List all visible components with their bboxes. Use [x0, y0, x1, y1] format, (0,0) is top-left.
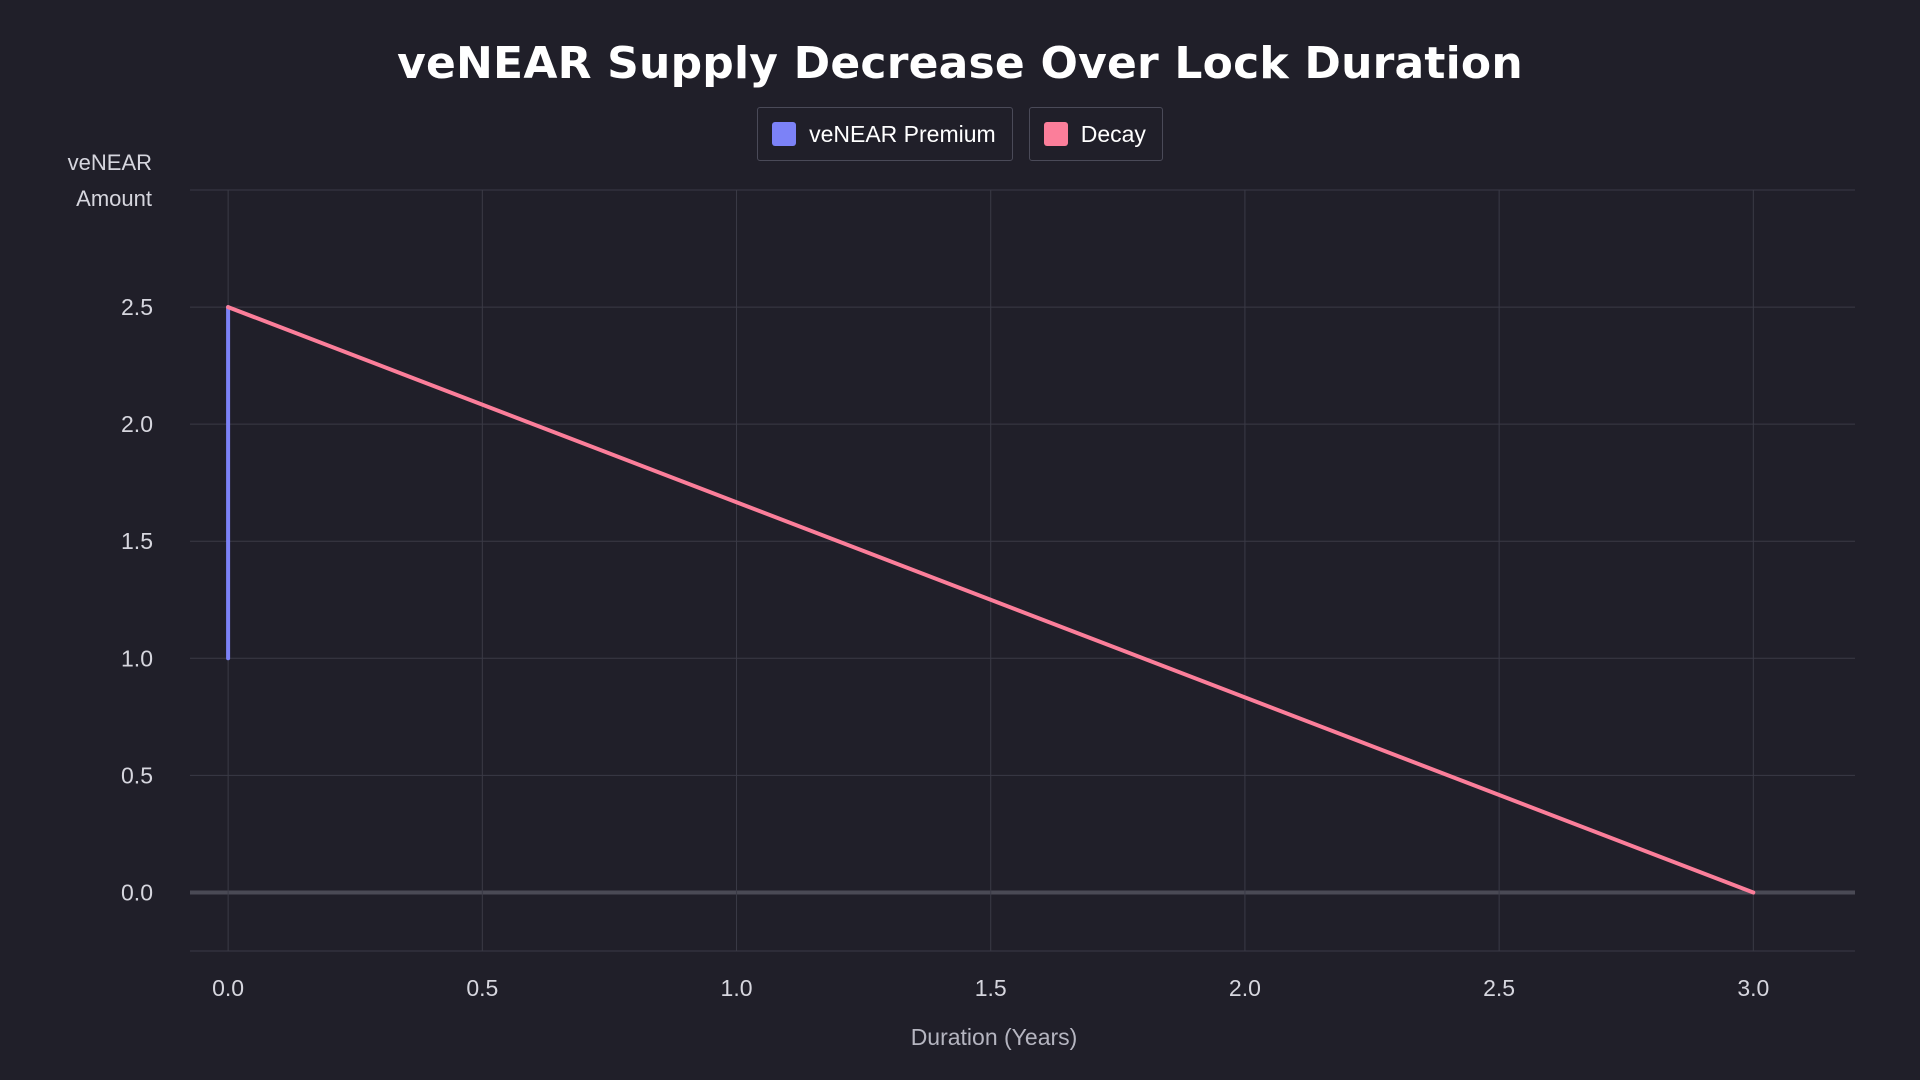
chart-title: veNEAR Supply Decrease Over Lock Duratio… — [397, 38, 1523, 89]
legend-label-decay: Decay — [1080, 120, 1146, 147]
y-axis-label: veNEAR Amount — [67, 150, 152, 211]
x-tick-label: 0.5 — [466, 975, 498, 1001]
legend-swatch-premium — [772, 122, 797, 146]
x-tick-label: 1.0 — [721, 975, 753, 1001]
y-tick-label: 0.0 — [121, 879, 153, 905]
legend-label-premium: veNEAR Premium — [809, 120, 996, 147]
legend: veNEAR Premium Decay — [0, 107, 1920, 161]
x-axis-label: Duration (Years) — [910, 1024, 1078, 1050]
legend-item-decay[interactable]: Decay — [1028, 107, 1163, 161]
y-tick-label: 1.0 — [121, 645, 153, 671]
legend-swatch-decay — [1043, 122, 1068, 146]
x-tick-label: 1.5 — [975, 975, 1007, 1001]
y-tick-label: 0.5 — [121, 762, 153, 788]
x-tick-label: 3.0 — [1737, 975, 1769, 1001]
x-tick-label: 0.0 — [212, 975, 244, 1001]
y-tick-label: 1.5 — [121, 528, 153, 554]
x-tick-label: 2.5 — [1483, 975, 1515, 1001]
legend-item-premium[interactable]: veNEAR Premium — [757, 107, 1013, 161]
x-tick-label: 2.0 — [1229, 975, 1261, 1001]
y-tick-label: 2.0 — [121, 411, 153, 437]
y-tick-label: 2.5 — [121, 294, 153, 320]
series-line-decay — [226, 305, 1756, 895]
